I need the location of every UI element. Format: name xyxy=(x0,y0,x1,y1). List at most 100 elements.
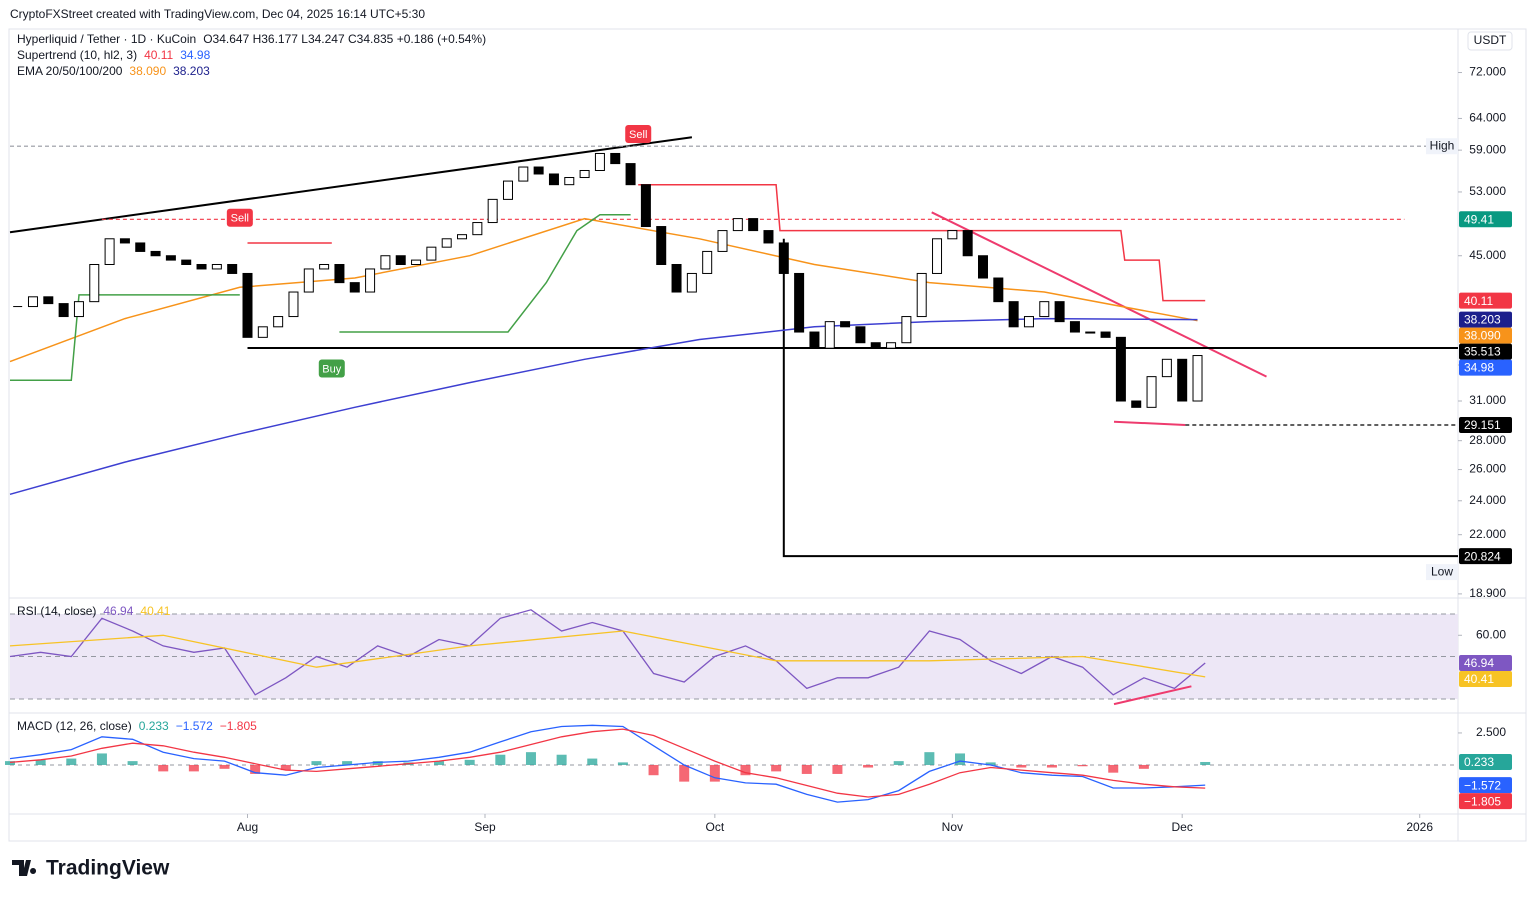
candle xyxy=(58,303,69,318)
candle xyxy=(288,291,299,318)
candle xyxy=(993,277,1004,303)
candle xyxy=(548,173,559,186)
candle xyxy=(533,166,544,175)
price-label: 40.41 xyxy=(1464,672,1494,686)
price-label-box xyxy=(1459,211,1512,228)
candle xyxy=(1177,358,1188,402)
y-tick-label: 28.000 xyxy=(1469,433,1506,447)
price-label: 46.94 xyxy=(1464,656,1494,670)
candle xyxy=(748,218,759,232)
level-box xyxy=(1426,138,1458,155)
legend-value: 38.090 xyxy=(129,64,166,78)
frame xyxy=(8,28,1527,842)
price-label: 20.824 xyxy=(1464,549,1501,563)
currency-box[interactable] xyxy=(1467,31,1513,51)
x-tick-label: Aug xyxy=(237,820,258,834)
candle xyxy=(610,152,621,165)
candle xyxy=(916,272,927,318)
histogram-bar xyxy=(434,761,445,765)
histogram-bar xyxy=(280,764,291,771)
candle xyxy=(962,230,973,257)
histogram-bar xyxy=(1200,761,1211,765)
level-box xyxy=(1426,564,1458,581)
candle xyxy=(656,226,667,265)
histogram-bar xyxy=(188,764,199,772)
histogram-bar xyxy=(709,764,720,782)
logo: TradingView xyxy=(12,857,170,880)
price-label-box xyxy=(1459,327,1512,344)
candle xyxy=(594,152,605,171)
y-tick-label: 60.00 xyxy=(1476,627,1506,641)
x-tick-label: Nov xyxy=(942,820,963,834)
candle xyxy=(518,166,529,182)
level-label: High xyxy=(1430,138,1455,152)
price-label: 35.513 xyxy=(1464,345,1501,359)
y-tick-label: 26.000 xyxy=(1469,462,1506,476)
candle xyxy=(671,263,682,293)
candle xyxy=(27,296,38,308)
candle xyxy=(1039,301,1050,318)
legend-title: Hyperliquid / Tether · 1D · KuCoin xyxy=(17,32,196,46)
price-label: 40.11 xyxy=(1464,294,1493,308)
legend-title: RSI (14, close) xyxy=(17,604,96,618)
histogram-bar xyxy=(342,761,353,765)
candle xyxy=(1008,301,1019,328)
candle xyxy=(43,296,54,305)
histogram-bar xyxy=(158,764,169,772)
line xyxy=(1113,420,1186,426)
y-tick-label: 18.900 xyxy=(1469,586,1506,600)
price-label: 49.41 xyxy=(1464,212,1494,226)
histogram-bar xyxy=(893,761,904,765)
candle xyxy=(1100,331,1111,338)
candle xyxy=(809,331,820,349)
y-tick-label: 72.000 xyxy=(1469,65,1506,79)
candle xyxy=(870,342,881,349)
histogram-bar xyxy=(648,764,659,776)
y-tick-label: 2.500 xyxy=(1476,725,1506,739)
x-tick-label: 2026 xyxy=(1406,820,1433,834)
candle xyxy=(1146,376,1157,408)
price-label-box xyxy=(1459,359,1512,376)
histogram-bar xyxy=(495,754,506,765)
candle xyxy=(472,222,483,236)
histogram-bar xyxy=(66,758,77,765)
line xyxy=(9,317,1198,496)
legend-value: 34.98 xyxy=(180,48,210,62)
histogram-bar xyxy=(556,754,567,765)
line xyxy=(931,211,1267,378)
signal-label: Sell xyxy=(231,213,249,225)
candle xyxy=(150,250,161,257)
price-label-box xyxy=(1459,292,1512,309)
line xyxy=(10,294,240,381)
legend-value: 0.233 xyxy=(139,719,169,733)
candle xyxy=(242,272,253,338)
candle xyxy=(901,316,912,344)
candle xyxy=(1085,331,1096,334)
logo-text: TradingView xyxy=(46,857,170,880)
x-tick-label: Sep xyxy=(474,820,496,834)
candle xyxy=(794,272,805,333)
legend-value: 40.11 xyxy=(144,48,173,62)
signal-label: Buy xyxy=(322,363,341,375)
price-label-box xyxy=(1459,548,1512,565)
histogram-bar xyxy=(127,761,138,765)
candle xyxy=(441,238,452,248)
candle xyxy=(1115,336,1126,402)
price-label: 38.203 xyxy=(1464,313,1501,327)
y-tick-label: 24.000 xyxy=(1469,493,1506,507)
price-label-box xyxy=(1459,777,1512,794)
legend-name: EMA 20/50/100/200 xyxy=(17,64,123,78)
candle xyxy=(886,342,897,349)
line xyxy=(638,183,1206,302)
candle xyxy=(334,263,345,284)
price-label-box xyxy=(1459,753,1512,770)
price-label-box xyxy=(1459,311,1512,328)
candle xyxy=(135,242,146,252)
histogram-bar xyxy=(311,761,322,765)
ohlc: O34.647 H36.177 L34.247 C34.835 +0.186 (… xyxy=(203,32,486,46)
currency[interactable]: USDT xyxy=(1474,33,1507,47)
histogram-bar xyxy=(1016,764,1027,768)
legend-value: 40.41 xyxy=(140,604,170,618)
candle xyxy=(1054,301,1065,323)
